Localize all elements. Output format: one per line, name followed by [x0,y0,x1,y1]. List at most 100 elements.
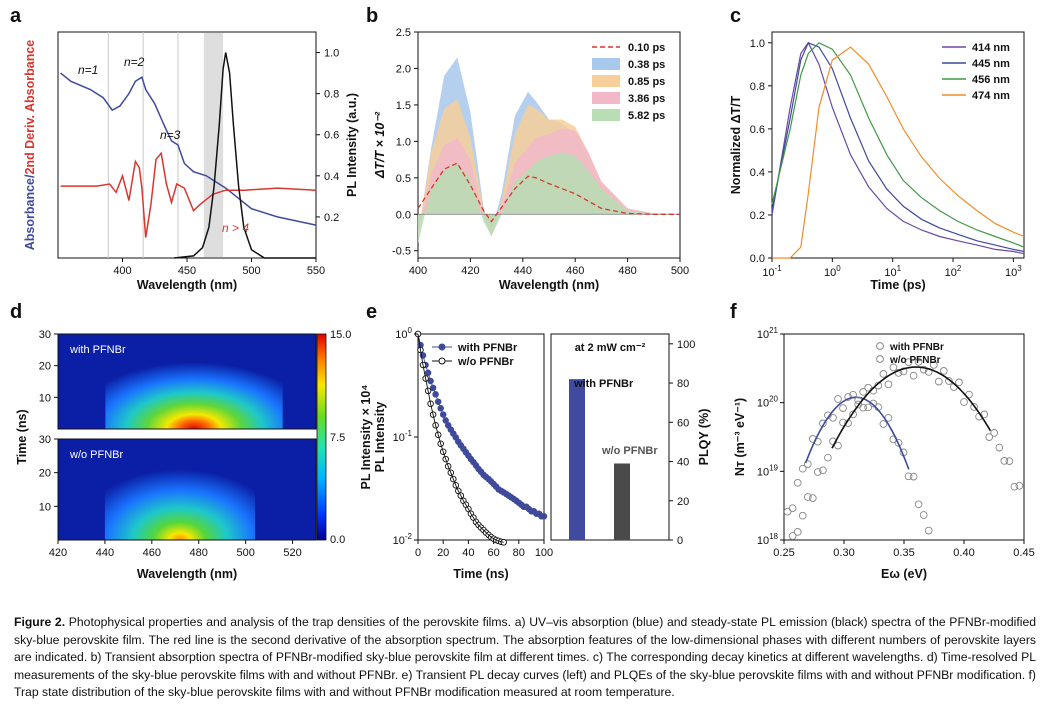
x-tick-label: 103 [1005,264,1022,279]
trap-point [970,403,978,411]
y-tick-label: 30 [39,434,51,446]
y-tick-label: 0.6 [324,130,339,142]
x-tick-label: 0.40 [953,547,974,559]
panel-e-y-ticks: 10-2 10-1 100 [393,326,418,547]
colorbar-tick-min: 0.0 [330,534,345,546]
x-tick-label: 101 [884,264,901,279]
trap-point [884,380,893,389]
y-tick-label: 0.4 [750,167,765,179]
trap-point [894,438,903,447]
x-tick-label: 40 [462,547,474,559]
panel-b-areas [417,57,680,244]
annotation-n2: n=2 [124,55,145,69]
panel-f-series [783,358,1024,540]
caption-text: Photophysical properties and analysis of… [14,615,1036,699]
trap-point [909,371,918,380]
y-tick-label: 60 [677,417,689,429]
y-tick-label: 100 [395,326,412,341]
legend-label: 445 nm [972,58,1010,70]
trap-point [990,429,999,437]
y-tick-label: 20 [677,496,689,508]
y-tick-label: 10 [39,392,51,404]
legend-label: 0.38 ps [628,59,665,71]
x-tick-label: 10-1 [762,264,782,279]
panel-a-xlabel: Wavelength (nm) [137,278,237,292]
x-tick-label: 400 [409,265,427,277]
trap-point [819,466,827,475]
panel-c-y-ticks: 0.0 0.2 0.4 0.6 0.8 1.0 [750,38,772,265]
panel-a-series [60,52,317,259]
x-tick-label: 420 [461,265,479,277]
trap-point [1015,481,1024,490]
panel-a-frame [57,31,317,259]
panel-f-ylabel: Nт (m⁻³ eV⁻¹) [733,398,747,476]
panel-a: a 400 450 500 550 0.2 0.4 0.6 0.8 1.0 Wavelengt… [10,5,359,292]
x-tick-label: 460 [566,265,584,277]
legend-label: with PFNBr [457,342,518,354]
bar-label-without: w/o PFNBr [601,445,658,457]
y-tick-label: 1.0 [324,48,339,60]
y-tick-label: 10-1 [393,429,413,444]
bar-label-with: with PFNBr [573,378,634,390]
panel-e-inset-title: at 2 mW cm⁻² [575,342,646,354]
legend-marker [876,355,884,363]
y-tick-label: 0.4 [324,171,339,183]
legend-label: with PFNBr [889,342,944,353]
colorbar [316,333,327,541]
plqy-bar-without [614,463,630,540]
trap-point [939,367,948,375]
trap-point [1005,457,1014,465]
legend-marker [876,342,884,350]
trap-point [945,377,953,385]
legend-swatch [592,109,620,121]
y-tick-label: 1019 [757,463,779,478]
panel-b-legend: 0.10 ps 0.38 ps 0.85 ps 3.86 ps 5.82 ps [592,42,665,122]
legend-marker [438,343,446,351]
panel-f-x-ticks: 0.25 0.30 0.35 0.40 0.45 [773,540,1035,559]
y-tick-label: 0 [677,535,683,547]
decay-414nm [771,41,1025,255]
x-tick-label: 0.35 [893,547,914,559]
colorbar-tick-mid: 7.5 [330,432,345,444]
x-tick-label: 0.25 [773,547,794,559]
figure-caption: Figure 2. Photophysical properties and a… [14,614,1036,702]
x-tick-label: 420 [49,547,67,559]
trap-point [1010,482,1019,491]
legend-swatch [592,58,620,70]
panel-c-ylabel: Normalized ΔT/T [729,95,743,194]
y-tick-label: 1020 [757,395,779,410]
y-tick-label: 0.0 [750,253,765,265]
x-tick-label: 500 [671,265,689,277]
panel-e-bar-frame [550,333,670,541]
panel-e-bars [569,379,630,540]
area-5.82ps [418,152,680,244]
y-tick-label: 10 [39,501,51,513]
panel-e-ylabel-outer: PL Intensity × 10⁴ [359,385,373,490]
trap-point [859,388,868,396]
annotation-n4: n > 4 [222,221,249,235]
legend-swatch [592,92,620,104]
trap-point [909,472,918,481]
trap-point [808,494,817,502]
x-tick-label: 500 [242,265,260,277]
trap-point [834,395,842,403]
legend-label: w/o PFNBr [889,355,941,366]
x-tick-label: 100 [535,547,553,559]
y-tick-label: 10-2 [393,532,413,547]
y-tick-label: 1.0 [750,38,765,50]
x-tick-label: 20 [437,547,449,559]
x-tick-label: 0.45 [1013,547,1034,559]
trap-point [849,410,857,419]
panel-f-legend: with PFNBr w/o PFNBr [876,342,944,366]
legend-marker [438,357,446,365]
x-tick-label: 400 [113,265,131,277]
legend-label: 414 nm [972,42,1010,54]
x-tick-label: 100 [824,264,841,279]
panel-d-y-ticks: 30 20 10 30 20 10 [39,329,58,513]
trap-point [869,399,878,408]
x-tick-label: 60 [487,547,499,559]
panel-c-xlabel: Time (ps) [870,278,925,292]
x-tick-label: 450 [178,265,196,277]
y-tick-label: 0.0 [396,209,411,221]
legend-label: 3.86 ps [628,93,665,105]
